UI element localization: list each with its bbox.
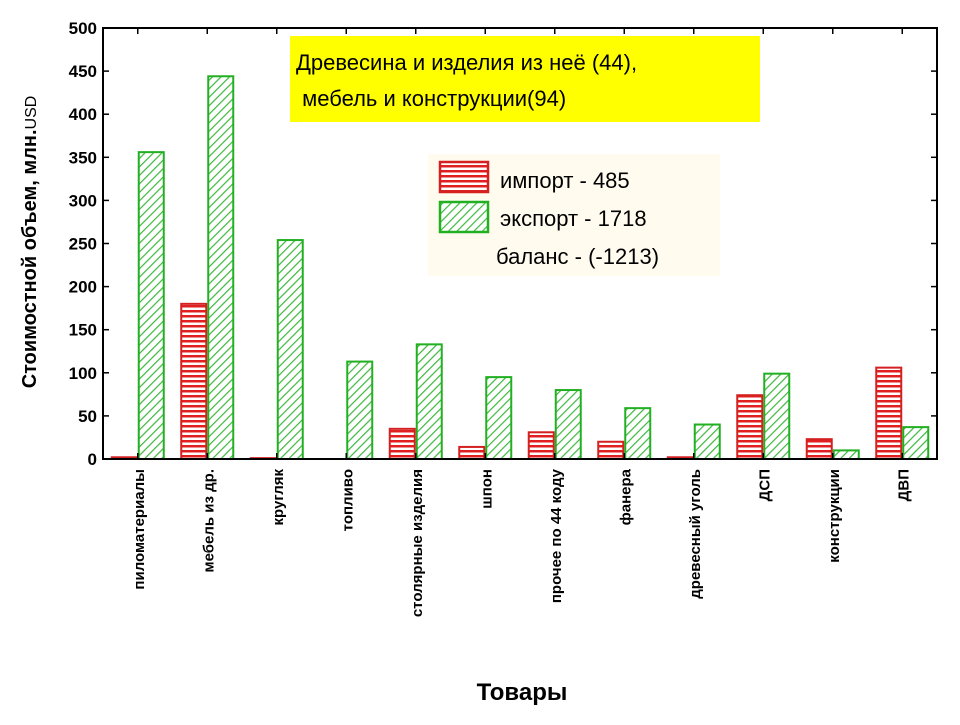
bar-export-3 [346,360,374,460]
bar-import-10 [805,438,833,461]
x-category-label-4: столярные изделия [409,469,426,617]
y-tick-label-3: 150 [69,321,97,340]
x-category-label-2: кругляк [270,469,287,526]
title-background [290,36,760,122]
x-axis-label: Товары [477,679,568,706]
x-category-label-5: шпон [478,469,495,509]
bar-import-4 [388,427,416,460]
x-category-label-3: топливо [339,469,356,531]
legend-swatch-import [438,160,490,194]
bar-import-11 [875,366,903,461]
legend-swatch-export [438,200,490,234]
title-box: Древесина и изделия из неё (44), мебель … [290,36,760,122]
y-ticks-layer: 0 50 100 150 200 250 300 350 400 450 500 [69,19,937,469]
bar-export-0 [137,151,165,460]
y-axis-label-main: Стоимостной объем, млн. [19,129,41,388]
legend-label-import: импорт - 485 [500,168,630,193]
x-category-label-7: фанера [617,468,634,525]
y-tick-label-10: 500 [69,19,97,38]
bar-export-7 [624,407,652,461]
chart-title-line-1: Древесина и изделия из неё (44), [296,50,637,75]
bar-import-7 [597,440,625,461]
y-tick-label-7: 350 [69,148,97,167]
y-tick-label-0: 0 [88,450,97,469]
y-tick-label-4: 200 [69,278,97,297]
bar-export-2 [276,239,304,460]
bar-export-5 [485,376,513,460]
y-tick-label-2: 100 [69,364,97,383]
chart-title-line-2: мебель и конструкции(94) [296,86,566,111]
bar-export-6 [554,389,582,461]
bar-export-1 [207,75,235,461]
legend: импорт - 485 экспорт - 1718 баланс - (-1… [428,154,720,276]
x-category-label-9: ДСП [756,469,773,501]
bar-export-8 [693,423,721,460]
y-tick-label-9: 450 [69,62,97,81]
bar-import-1 [180,302,208,460]
bar-export-10 [832,449,860,461]
bar-export-11 [902,426,930,460]
y-tick-label-6: 300 [69,191,97,210]
legend-label-export: экспорт - 1718 [500,206,647,231]
bar-import-6 [527,431,555,460]
x-category-label-8: древесный уголь [687,469,704,599]
bar-export-4 [415,343,443,461]
x-category-label-11: ДВП [895,469,912,501]
y-tick-label-1: 50 [78,407,97,426]
legend-label-balance: баланс - (-1213) [496,244,659,269]
x-category-label-10: конструкции [826,469,843,563]
category-labels-layer: пиломатериалы мебель из др. кругляк топливо… [131,28,912,617]
y-tick-label-5: 250 [69,235,97,254]
x-category-label-6: прочее по 44 коду [548,468,565,603]
bar-import-5 [458,445,486,460]
bar-export-9 [763,372,791,460]
y-axis-label: Стоимостной объем, млн.USD [19,96,41,389]
bar-import-9 [736,394,764,460]
x-category-label-1: мебель из др. [200,469,217,572]
y-axis-label-unit: USD [23,96,40,130]
y-tick-label-8: 400 [69,105,97,124]
x-category-label-0: пиломатериалы [131,469,148,590]
